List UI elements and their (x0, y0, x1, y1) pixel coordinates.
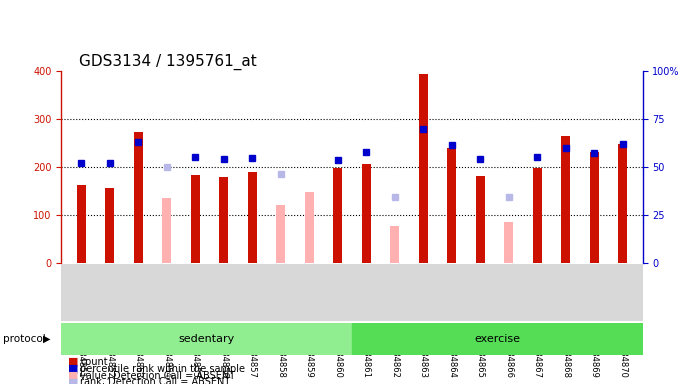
Bar (162, 198, 171, 263)
Bar (475, 176, 485, 263)
Bar (390, 226, 399, 263)
Bar (61, 323, 352, 354)
Bar (532, 169, 542, 263)
Text: sedentary: sedentary (178, 334, 235, 344)
Bar (105, 188, 114, 263)
Bar (305, 192, 313, 263)
Bar (419, 74, 428, 263)
Bar (362, 164, 371, 263)
Bar (618, 144, 627, 263)
Bar (561, 136, 571, 263)
Bar (333, 169, 342, 263)
Text: value, Detection Call = ABSENT: value, Detection Call = ABSENT (80, 371, 235, 381)
Text: GDS3134 / 1395761_at: GDS3134 / 1395761_at (79, 53, 256, 70)
Text: count: count (80, 357, 108, 367)
Bar (190, 175, 200, 263)
Bar (504, 222, 513, 263)
Text: ■: ■ (68, 364, 78, 374)
Text: protocol: protocol (3, 334, 46, 344)
Text: rank, Detection Call = ABSENT: rank, Detection Call = ABSENT (80, 377, 231, 384)
Text: exercise: exercise (474, 334, 520, 344)
Text: percentile rank within the sample: percentile rank within the sample (80, 364, 245, 374)
Text: ■: ■ (68, 371, 78, 381)
Bar (77, 185, 86, 263)
Bar (447, 148, 456, 263)
Bar (590, 152, 598, 263)
Text: ▶: ▶ (43, 334, 50, 344)
Bar (276, 205, 285, 263)
Bar (133, 132, 143, 263)
Text: ■: ■ (68, 357, 78, 367)
Bar (248, 172, 257, 263)
Text: ■: ■ (68, 377, 78, 384)
Bar (352, 323, 643, 354)
Bar (219, 177, 228, 263)
